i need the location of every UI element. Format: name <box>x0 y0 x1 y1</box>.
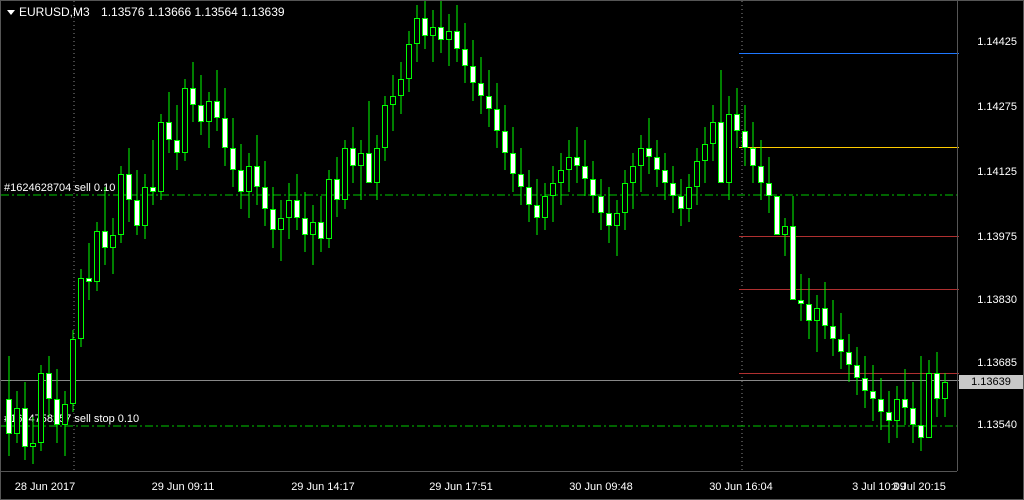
y-tick: 1.13685 <box>977 357 1017 369</box>
y-axis: 1.14425 1.14275 1.14125 1.13975 1.13830 1.136… <box>957 1 1023 471</box>
y-tick: 1.13540 <box>977 419 1017 431</box>
plot-area[interactable]: #1624628704 sell 0.10#1624758257 sell st… <box>1 1 957 471</box>
x-tick: 29 Jun 09:11 <box>152 481 215 493</box>
current-price-box: 1.13639 <box>959 375 1023 389</box>
x-tick: 30 Jun 09:48 <box>569 481 633 493</box>
horizontal-line <box>1 380 959 381</box>
horizontal-line <box>739 147 959 148</box>
x-axis: 28 Jun 2017 29 Jun 09:11 29 Jun 14:17 29 Ju… <box>1 471 957 499</box>
chart-header[interactable]: EURUSD,M3 1.13576 1.13666 1.13564 1.1363… <box>7 5 285 19</box>
x-tick: 30 Jun 16:04 <box>709 481 773 493</box>
hline-label: #1624628704 sell 0.10 <box>4 182 115 194</box>
chart-container[interactable]: EURUSD,M3 1.13576 1.13666 1.13564 1.1363… <box>0 0 1024 500</box>
ohlc-label: 1.13576 1.13666 1.13564 1.13639 <box>101 5 285 19</box>
horizontal-line <box>739 53 959 54</box>
x-tick: 3 Jul 20:15 <box>892 481 946 493</box>
x-tick: 28 Jun 2017 <box>15 481 76 493</box>
x-tick: 29 Jun 14:17 <box>291 481 355 493</box>
x-tick: 29 Jun 17:51 <box>429 481 493 493</box>
symbol-label: EURUSD,M3 <box>19 5 90 19</box>
y-tick: 1.14275 <box>977 101 1017 113</box>
grid-vline <box>741 1 743 471</box>
y-tick: 1.13975 <box>977 231 1017 243</box>
chevron-down-icon[interactable] <box>7 10 15 15</box>
y-tick: 1.14125 <box>977 166 1017 178</box>
y-tick: 1.13830 <box>977 294 1017 306</box>
horizontal-line <box>739 289 959 290</box>
y-tick: 1.14425 <box>977 36 1017 48</box>
horizontal-line <box>739 236 959 237</box>
